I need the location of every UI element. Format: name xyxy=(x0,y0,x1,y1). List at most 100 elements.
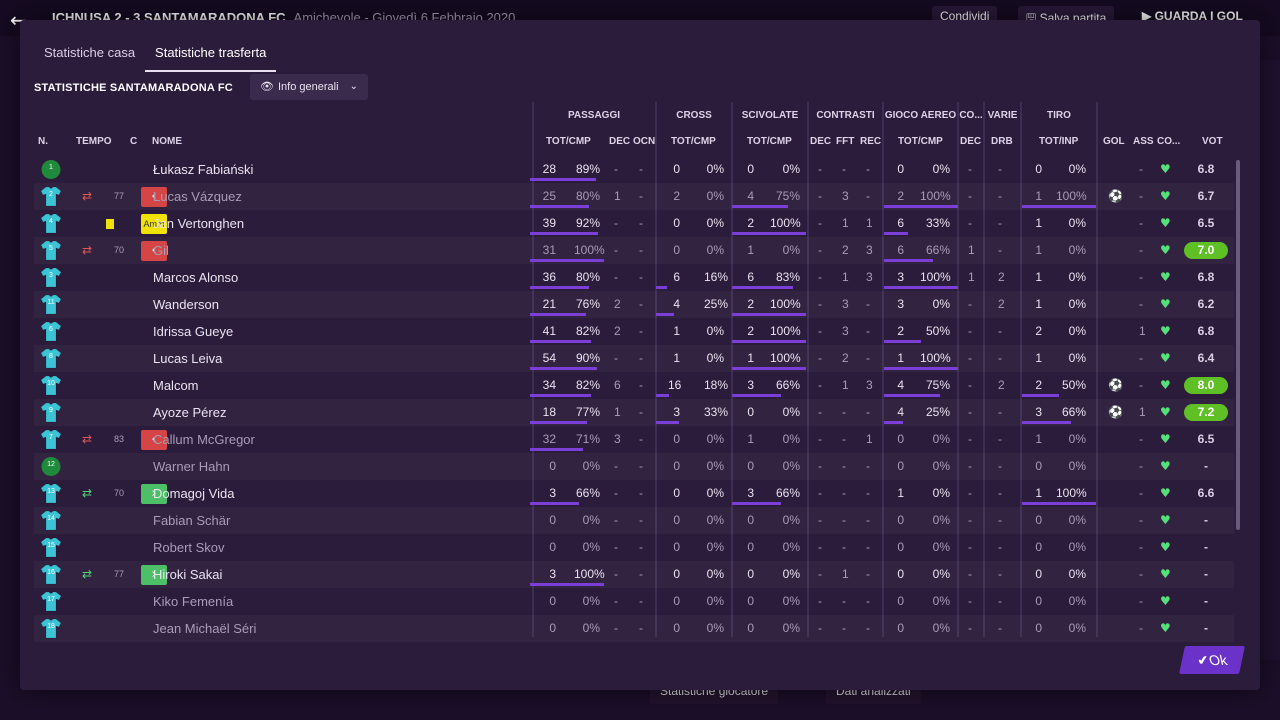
column-divider xyxy=(882,102,884,637)
header-nome[interactable]: NOME xyxy=(152,136,182,147)
shots-pct: 0% xyxy=(1068,297,1086,311)
tab-away-stats[interactable]: Statistiche trasferta xyxy=(145,20,277,72)
header-ass[interactable]: ASS xyxy=(1133,136,1154,147)
table-row[interactable]: 1 Łukasz Fabiański 28 89% - -0 0% 0 0% - - -0 0% - -0 0… xyxy=(34,156,1234,183)
table-row[interactable]: 14 Fabian Schär 0 0% - -0 0% 0 0% - - -0 0% - -0 0% - ♥ - xyxy=(34,507,1234,534)
header-pass-tot[interactable]: TOT/CMP xyxy=(546,136,591,147)
table-row[interactable]: 16 ⇄ 77 › Hiroki Sakai 3 100% - -0 0% 0 0% -1-0 0% - -0… xyxy=(34,561,1234,588)
aerial-pct: 50% xyxy=(925,324,950,338)
tackle-total: 3 xyxy=(747,378,754,392)
aerial-pct: 25% xyxy=(925,405,950,419)
header-tiro-tot[interactable]: TOT/INP xyxy=(1039,136,1079,147)
co-dec: 1 xyxy=(968,243,975,257)
header-gol[interactable]: GOL xyxy=(1103,136,1125,147)
co-dec: - xyxy=(968,162,972,176)
pass-pct: 76% xyxy=(575,297,600,311)
header-contr-fft[interactable]: FFT xyxy=(836,136,855,147)
pass-ocn: - xyxy=(639,324,643,338)
pass-pct: 66% xyxy=(575,486,600,500)
tackle-total: 1 xyxy=(747,243,754,257)
header-aereo-tot[interactable]: TOT/CMP xyxy=(898,136,943,147)
table-row[interactable]: 18 Jean Michaël Séri 0 0% - -0 0% 0 0% - - -0 0% - -0 0… xyxy=(34,615,1234,642)
table-row[interactable]: 10 Malcom 34 82% 6-16 18% 3 66% -1 3 4 75% -2 2 50% ⚽ - ♥… xyxy=(34,372,1234,399)
shirt-number: 3 xyxy=(49,272,53,279)
table-row[interactable]: 12 Warner Hahn 0 0% - -0 0% 0 0% - - -0 0% - -0 0% - ♥ - xyxy=(34,453,1234,480)
ok-button[interactable]: ✔ Ok xyxy=(1179,646,1245,674)
shirt-number: 11 xyxy=(47,299,55,306)
aerial-total: 6 xyxy=(897,243,904,257)
table-row[interactable]: 6 Idrissa Gueye 41 82% 2 - 1 0% 2 100% - 3 - 2 50% - - 2 0… xyxy=(34,318,1234,345)
header-co-dec[interactable]: DEC xyxy=(960,136,982,147)
table-row[interactable]: 5 ⇄ 70 ‹ Gil 31 100% - -0 0% 1 0% -2 3 6 66% 1-1 0% - ♥ 7.0 xyxy=(34,237,1234,264)
header-sciv-tot[interactable]: TOT/CMP xyxy=(747,136,792,147)
tab-home-stats[interactable]: Statistiche casa xyxy=(44,45,136,60)
aerial-pct: 100% xyxy=(920,189,951,203)
watch-goals-button[interactable]: ▶ GUARDA I GOL xyxy=(1134,6,1251,28)
table-row[interactable]: 11 Wanderson 21 76% 2-4 25% 2 100% -3-3 0% -2 1 0% - ♥… xyxy=(34,291,1234,318)
player-name: Fabian Schär xyxy=(153,513,231,528)
co-dec: - xyxy=(968,189,972,203)
contr-rec: - xyxy=(866,459,870,473)
cross-total: 6 xyxy=(673,270,680,284)
view-dropdown-label: Info generali xyxy=(277,81,339,93)
header-vot[interactable]: VOT xyxy=(1202,136,1223,147)
shirt-icon: 13 xyxy=(40,483,62,504)
dribbles: - xyxy=(998,621,1002,635)
header-pass-dec[interactable]: DEC xyxy=(609,136,631,147)
assists: - xyxy=(1139,216,1143,230)
header-co[interactable]: CO... xyxy=(1157,136,1181,147)
tackle-total: 0 xyxy=(747,162,754,176)
aerial-total: 4 xyxy=(897,405,904,419)
cross-total: 3 xyxy=(673,405,680,419)
table-row[interactable]: 13 ⇄ 70 › Domagoj Vida 3 66% - -0 0% 3 66% - - -1 0% - -1… xyxy=(34,480,1234,507)
group-passaggi: PASSAGGI xyxy=(567,110,621,121)
pass-ocn: - xyxy=(639,567,643,581)
pass-ocn: - xyxy=(639,378,643,392)
header-contr-dec[interactable]: DEC xyxy=(810,136,832,147)
cross-pct: 0% xyxy=(706,243,724,257)
header-varie-drb[interactable]: DRB xyxy=(991,136,1013,147)
eye-icon: 👁 xyxy=(260,80,274,93)
player-name: Jan Vertonghen xyxy=(153,216,245,231)
shirt-number: 14 xyxy=(47,515,55,522)
shirt-number: 8 xyxy=(49,353,53,360)
yellow-card-icon xyxy=(106,219,114,229)
player-rating: - xyxy=(1204,459,1208,473)
pass-pct: 0% xyxy=(582,594,600,608)
dribbles: - xyxy=(998,324,1002,338)
header-cross-tot[interactable]: TOT/CMP xyxy=(671,136,716,147)
view-dropdown[interactable]: 👁 Info generali ⌄ xyxy=(250,74,368,100)
dribbles: - xyxy=(998,405,1002,419)
header-pass-ocn[interactable]: OCN xyxy=(633,136,656,147)
aerial-total: 0 xyxy=(897,459,904,473)
pass-ocn: - xyxy=(639,297,643,311)
table-row[interactable]: 3 Marcos Alonso 36 80% - -6 16% 6 83% -1 3 3 100% 1 2 1… xyxy=(34,264,1234,291)
table-row[interactable]: 7 ⇄ 83 ‹ Callum McGregor 32 71% 3 - 0 0% 1 0% - - 1 0 0% -… xyxy=(34,426,1234,453)
aerial-total: 0 xyxy=(897,594,904,608)
chevron-left-icon: ‹ xyxy=(141,430,167,450)
table-scrollbar[interactable] xyxy=(1236,160,1240,530)
column-divider xyxy=(807,102,809,637)
tackle-pct: 100% xyxy=(770,216,801,230)
player-name: Ayoze Pérez xyxy=(153,405,227,420)
contr-dec: - xyxy=(818,270,822,284)
header-contr-rec[interactable]: REC xyxy=(860,136,882,147)
aerial-pct: 0% xyxy=(932,594,950,608)
team-stats-title: STATISTICHE SANTAMARADONA FC xyxy=(34,82,233,94)
pass-dec: - xyxy=(614,540,618,554)
table-row[interactable]: 17 Kiko Femenía 0 0% - -0 0% 0 0% - - -0 0% - -0 0% - ♥ - xyxy=(34,588,1234,615)
header-c[interactable]: C xyxy=(130,136,138,147)
table-row[interactable]: 2 ⇄ 77 ‹ Lucas Vázquez 25 80% 1 - 2 0% 4 75% - 3 - 2 100%… xyxy=(34,183,1234,210)
table-row[interactable]: 15 Robert Skov 0 0% - -0 0% 0 0% - - -0 0% - -0 0% - ♥ - xyxy=(34,534,1234,561)
header-number[interactable]: N. xyxy=(38,136,48,147)
tackle-total: 1 xyxy=(747,351,754,365)
table-row[interactable]: 8 Lucas Leiva 54 90% - -1 0% 1 100% -2-1 100% - -1 0%… xyxy=(34,345,1234,372)
contr-rec: - xyxy=(866,405,870,419)
header-tempo[interactable]: TEMPO xyxy=(76,136,112,147)
contr-dec: - xyxy=(818,567,822,581)
cross-pct: 0% xyxy=(706,351,724,365)
sub-minute: 70 xyxy=(114,488,125,498)
table-row[interactable]: 4 Amm Jan Vertonghen 39 92% - -0 0% 2 100% -1 1 6 33%… xyxy=(34,210,1234,237)
table-row[interactable]: 9 Ayoze Pérez 18 77% 1 - 3 33% 0 0% - - - 4 25% - - 3 66% ⚽… xyxy=(34,399,1234,426)
contr-rec: - xyxy=(866,540,870,554)
